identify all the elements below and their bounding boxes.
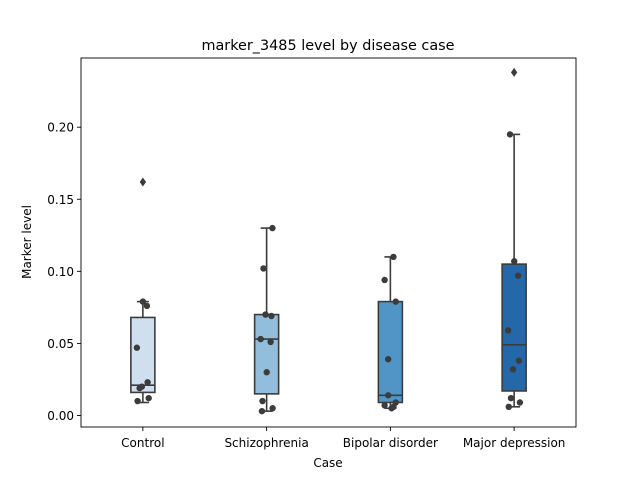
plot-frame	[80, 57, 577, 428]
strip-points	[133, 298, 152, 405]
y-axis: 0.00 0.05 0.10 0.15 0.20	[47, 121, 81, 423]
data-point	[514, 272, 522, 279]
strip-points	[504, 131, 524, 411]
data-point	[507, 394, 515, 402]
data-point	[392, 298, 399, 305]
y-tick-label: 0.05	[47, 337, 74, 351]
data-point	[133, 344, 141, 351]
y-tick-label: 0.10	[47, 265, 74, 279]
data-point	[269, 405, 276, 412]
data-point	[515, 357, 523, 364]
data-point	[144, 379, 151, 386]
data-point	[511, 258, 518, 265]
data-point	[509, 366, 517, 373]
data-point	[145, 394, 152, 402]
plot-content	[130, 67, 527, 415]
data-point	[259, 397, 266, 405]
data-point	[385, 392, 392, 399]
y-axis-label: Marker level	[20, 205, 34, 279]
chart-title: marker_3485 level by disease case	[201, 38, 454, 54]
box-group	[130, 177, 156, 404]
data-point	[505, 403, 512, 411]
x-axis: Control Schizophrenia Bipolar disorder Majo…	[121, 427, 565, 450]
data-point	[260, 265, 267, 272]
box-iqr	[377, 300, 404, 404]
data-point	[268, 312, 275, 320]
data-point	[263, 369, 270, 376]
data-point	[381, 276, 388, 284]
y-tick-label: 0.20	[47, 121, 74, 135]
outlier-marker	[510, 67, 518, 77]
box-iqr	[130, 316, 156, 394]
data-point	[258, 407, 266, 415]
x-tick-label: Bipolar disorder	[343, 436, 438, 450]
y-tick-label: 0.15	[47, 193, 74, 207]
data-point	[267, 338, 274, 346]
box-group	[253, 227, 280, 412]
data-point	[139, 298, 147, 305]
data-point	[390, 253, 397, 261]
data-point	[262, 311, 269, 318]
data-point	[388, 405, 395, 412]
data-point	[384, 356, 392, 363]
box-iqr	[253, 313, 280, 395]
box-group	[501, 67, 527, 408]
data-point	[143, 302, 151, 310]
x-axis-label: Case	[313, 456, 342, 470]
data-point	[134, 397, 141, 405]
data-point	[136, 384, 143, 392]
data-point	[269, 224, 276, 232]
outlier-marker	[139, 177, 147, 187]
strip-points	[257, 224, 276, 415]
x-tick-label: Control	[121, 436, 164, 450]
data-point	[506, 131, 514, 138]
y-tick-label: 0.00	[47, 409, 74, 423]
data-point	[381, 402, 388, 409]
x-tick-label: Major depression	[463, 436, 566, 450]
strip-points	[381, 253, 399, 412]
data-point	[257, 335, 264, 343]
data-point	[504, 327, 512, 334]
data-point	[516, 399, 524, 406]
x-tick-label: Schizophrenia	[224, 436, 308, 450]
